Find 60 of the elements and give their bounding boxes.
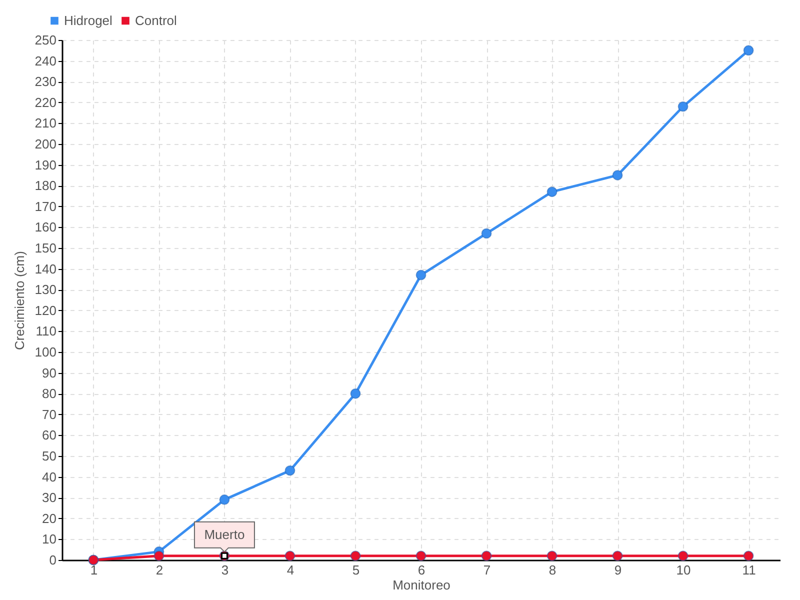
x-tick-label: 10 xyxy=(676,562,691,578)
y-tick-label: 150 xyxy=(34,240,56,256)
y-tick-label: 140 xyxy=(34,261,56,276)
point xyxy=(350,550,361,562)
y-tick-label: 240 xyxy=(34,53,56,68)
x-tick-label: 1 xyxy=(90,562,98,578)
x-axis-title: Monitoreo xyxy=(392,578,450,592)
y-tick-label: 60 xyxy=(42,428,56,443)
x-tick-label: 5 xyxy=(352,562,360,578)
x-tick-label: 6 xyxy=(418,562,426,578)
x-tick-label: 2 xyxy=(156,562,164,578)
point xyxy=(546,186,558,198)
annotation: Muerto xyxy=(204,526,245,542)
y-tick-label: 10 xyxy=(42,532,56,547)
point xyxy=(743,550,754,562)
y-tick-label: 220 xyxy=(34,94,56,110)
y-tick-label: 30 xyxy=(42,490,56,506)
point xyxy=(743,45,754,56)
x-tick-label: 11 xyxy=(742,562,756,578)
y-tick-label: 80 xyxy=(42,386,56,402)
x-tick-label: 3 xyxy=(221,562,229,578)
y-axis-title: Crecimiento (cm) xyxy=(12,251,27,350)
x-tick-label: 9 xyxy=(614,562,622,578)
y-tick-label: 230 xyxy=(34,74,56,90)
y-tick-label: 70 xyxy=(42,406,56,422)
y-tick-label: 250 xyxy=(34,32,56,48)
y-tick-label: 130 xyxy=(34,282,56,298)
y-tick-label: 160 xyxy=(34,220,56,235)
y-tick-label: 180 xyxy=(34,178,56,194)
point xyxy=(416,270,426,280)
point xyxy=(678,101,688,112)
point xyxy=(219,494,230,505)
y-tick-label: 190 xyxy=(34,157,56,172)
point xyxy=(481,550,492,562)
x-tick-label: 7 xyxy=(483,562,491,578)
legend-label: Hidrogel xyxy=(64,12,113,28)
y-tick-label: 90 xyxy=(42,365,56,380)
y-tick-label: 200 xyxy=(34,136,56,152)
point xyxy=(481,228,492,239)
x-tick-label: 8 xyxy=(548,562,556,578)
y-tick-label: 110 xyxy=(36,324,56,339)
point xyxy=(678,550,688,562)
y-tick-label: 170 xyxy=(34,198,56,214)
point xyxy=(284,550,296,562)
y-tick-label: 0 xyxy=(49,552,56,568)
point xyxy=(154,550,164,562)
y-tick-label: 210 xyxy=(34,116,56,131)
y-tick-label: 50 xyxy=(42,448,56,464)
point xyxy=(612,550,623,562)
point xyxy=(350,388,361,399)
y-tick-label: 40 xyxy=(42,469,56,484)
y-tick-label: 120 xyxy=(34,302,56,318)
y-tick-label: 20 xyxy=(42,510,56,526)
legend-label: Control xyxy=(135,12,178,28)
y-tick-label: 100 xyxy=(34,344,56,360)
point xyxy=(416,550,426,562)
x-tick-label: 4 xyxy=(286,562,294,578)
point xyxy=(546,550,558,562)
point xyxy=(612,170,623,180)
point xyxy=(284,465,296,476)
